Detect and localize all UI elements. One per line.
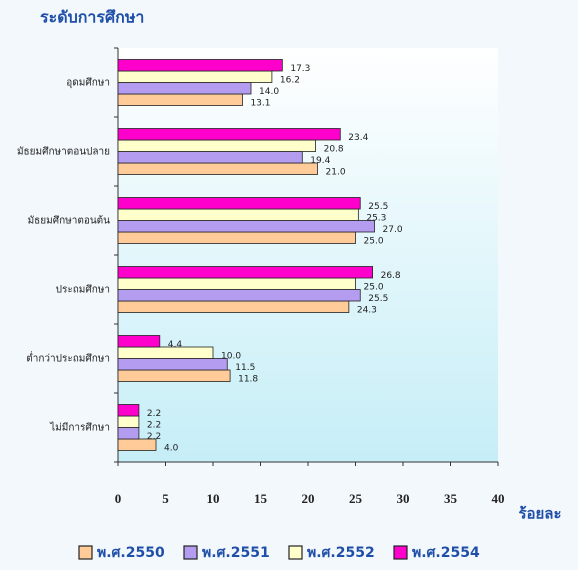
bar: [117, 335, 161, 348]
x-tick-label: 20: [302, 491, 315, 506]
value-label: 25.3: [366, 213, 386, 223]
bar: [117, 70, 273, 83]
value-label: 2.2: [147, 409, 161, 419]
value-label: 25.0: [364, 282, 384, 292]
bar: [117, 300, 350, 313]
legend-label: พ.ศ.2554: [412, 545, 480, 561]
value-label: 20.8: [324, 144, 344, 154]
bar: [117, 231, 356, 244]
bar: [117, 208, 359, 221]
value-label: 25.0: [364, 236, 384, 246]
bar: [117, 162, 318, 175]
value-label: 23.4: [348, 133, 368, 143]
bar: [117, 266, 374, 279]
value-label: 14.0: [259, 87, 279, 97]
bar: [117, 404, 140, 417]
value-label: 25.5: [368, 202, 388, 212]
value-label: 26.8: [381, 271, 401, 281]
value-label: 11.8: [238, 374, 258, 384]
bar: [117, 415, 140, 428]
plot-area: [118, 48, 498, 462]
value-label: 10.0: [221, 351, 241, 361]
bar: [117, 369, 231, 382]
value-label: 2.2: [147, 432, 161, 442]
bar: [117, 139, 317, 152]
y-tick-label: ประถมศึกษา: [56, 284, 110, 296]
bar: [117, 427, 140, 440]
legend-label: พ.ศ.2551: [202, 545, 270, 561]
bar: [117, 197, 361, 210]
y-tick-label: มัธยมศึกษาตอนต้น: [28, 215, 111, 227]
x-axis-label: ร้อยละ: [518, 505, 561, 523]
y-tick-label: ไม่มีการศึกษา: [49, 422, 110, 434]
x-tick-label: 40: [492, 491, 505, 506]
x-tick-label: 10: [207, 491, 220, 506]
legend-label: พ.ศ.2550: [97, 545, 165, 561]
legend-swatch: [288, 545, 303, 560]
y-tick-label: อุดมศึกษา: [66, 77, 110, 89]
value-label: 17.3: [290, 64, 310, 74]
bar: [117, 93, 243, 106]
value-label: 25.5: [368, 294, 388, 304]
value-label: 4.4: [168, 340, 183, 350]
value-label: 16.2: [280, 75, 300, 85]
legend-label: พ.ศ.2552: [307, 545, 375, 561]
value-label: 21.0: [326, 167, 346, 177]
value-label: 13.1: [250, 98, 270, 108]
value-label: 2.2: [147, 420, 161, 430]
legend-swatch: [393, 545, 408, 560]
bar: [117, 346, 214, 359]
x-tick-label: 0: [115, 491, 122, 506]
value-label: 27.0: [383, 225, 403, 235]
bar: [117, 358, 228, 371]
x-tick-label: 5: [162, 491, 169, 506]
bar: [117, 289, 361, 302]
x-tick-label: 30: [397, 491, 410, 506]
chart-title: ระดับการศึกษา: [40, 8, 144, 27]
bar: [117, 59, 283, 72]
x-tick-label: 25: [349, 491, 363, 506]
bar: [117, 277, 356, 290]
bar: [117, 128, 341, 141]
x-tick-label: 35: [444, 491, 458, 506]
value-label: 11.5: [235, 363, 255, 373]
value-label: 24.3: [357, 305, 377, 315]
value-label: 4.0: [164, 443, 179, 453]
bar: [117, 151, 303, 164]
x-tick-label: 15: [254, 491, 268, 506]
bar: [117, 220, 375, 233]
y-tick-label: มัธยมศึกษาตอนปลาย: [17, 146, 110, 158]
legend-swatch: [183, 545, 198, 560]
legend-swatch: [78, 545, 93, 560]
value-label: 19.4: [310, 156, 330, 166]
bar: [117, 82, 252, 95]
y-tick-label: ต่ำกว่าประถมศึกษา: [26, 351, 110, 365]
